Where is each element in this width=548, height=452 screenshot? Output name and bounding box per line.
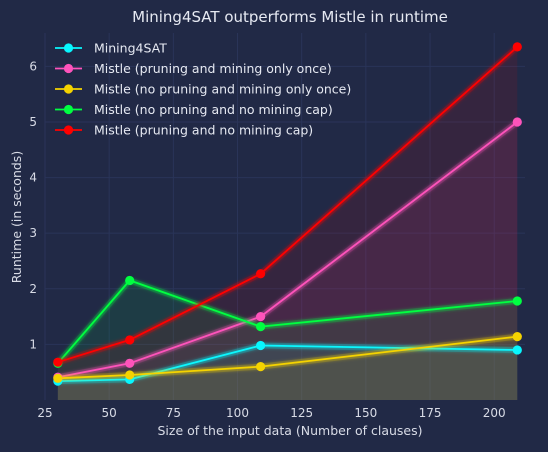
series-point	[512, 332, 522, 342]
y-tick-label: 4	[29, 171, 37, 185]
plot-area	[45, 33, 525, 400]
tick-labels: 25 50 75 100 125 150 175 200 1 2 3 4 5 6	[29, 59, 505, 420]
x-tick-label: 75	[166, 406, 181, 420]
y-tick-label: 1	[29, 337, 37, 351]
series-point	[53, 357, 63, 367]
series-point	[512, 117, 522, 127]
series-area-fill	[57, 336, 518, 400]
series-points	[53, 42, 522, 386]
legend-label: Mistle (pruning and no mining cap)	[94, 123, 313, 138]
legend-label: Mistle (no pruning and mining only once)	[94, 82, 351, 97]
x-axis-label: Size of the input data (Number of clause…	[157, 423, 422, 438]
series-line	[57, 121, 518, 379]
series-point	[512, 42, 522, 52]
legend-marker	[63, 104, 74, 115]
series-point	[256, 311, 266, 322]
series-point	[512, 296, 522, 306]
series-point	[125, 370, 135, 380]
legend-label: Mistle (pruning and mining only once)	[94, 61, 332, 76]
series-point	[512, 345, 522, 355]
y-tick-label: 2	[29, 282, 37, 296]
series-area-fill	[57, 345, 518, 400]
legend-marker	[63, 63, 74, 74]
series-point	[256, 322, 266, 332]
series-point	[53, 373, 63, 383]
series-point	[125, 358, 135, 368]
x-tick-label: 100	[226, 406, 249, 420]
series-line	[57, 279, 518, 364]
series-point	[256, 362, 266, 372]
series-point	[125, 335, 135, 345]
series-line	[57, 344, 518, 382]
y-tick-label: 5	[29, 115, 37, 129]
x-tick-label: 25	[37, 406, 52, 420]
y-tick-label: 3	[29, 226, 37, 240]
legend-label: Mistle (no pruning and no mining cap)	[94, 102, 333, 117]
chart-title: Mining4SAT outperforms Mistle in runtime	[132, 8, 448, 26]
x-tick-label: 200	[483, 406, 506, 420]
series-area-fill	[57, 122, 518, 400]
x-tick-label: 175	[419, 406, 442, 420]
legend-label: Mining4SAT	[94, 41, 167, 56]
grid	[44, 33, 525, 400]
legend: Mining4SAT Mistle (pruning and mining onl…	[55, 41, 351, 138]
series-point	[256, 340, 266, 351]
y-axis-label: Runtime (in seconds)	[9, 151, 24, 283]
legend-marker	[63, 43, 74, 53]
series-line	[57, 335, 518, 380]
series-point	[256, 269, 266, 279]
series-area-fill	[57, 280, 518, 400]
legend-marker	[63, 84, 74, 94]
x-tick-label: 150	[354, 406, 377, 420]
series-line	[57, 46, 518, 364]
y-tick-label: 6	[29, 59, 37, 73]
x-tick-label: 50	[102, 406, 117, 420]
legend-marker	[63, 125, 74, 135]
series-point	[125, 275, 135, 286]
x-tick-label: 125	[290, 406, 313, 420]
series-lines	[55, 44, 520, 385]
